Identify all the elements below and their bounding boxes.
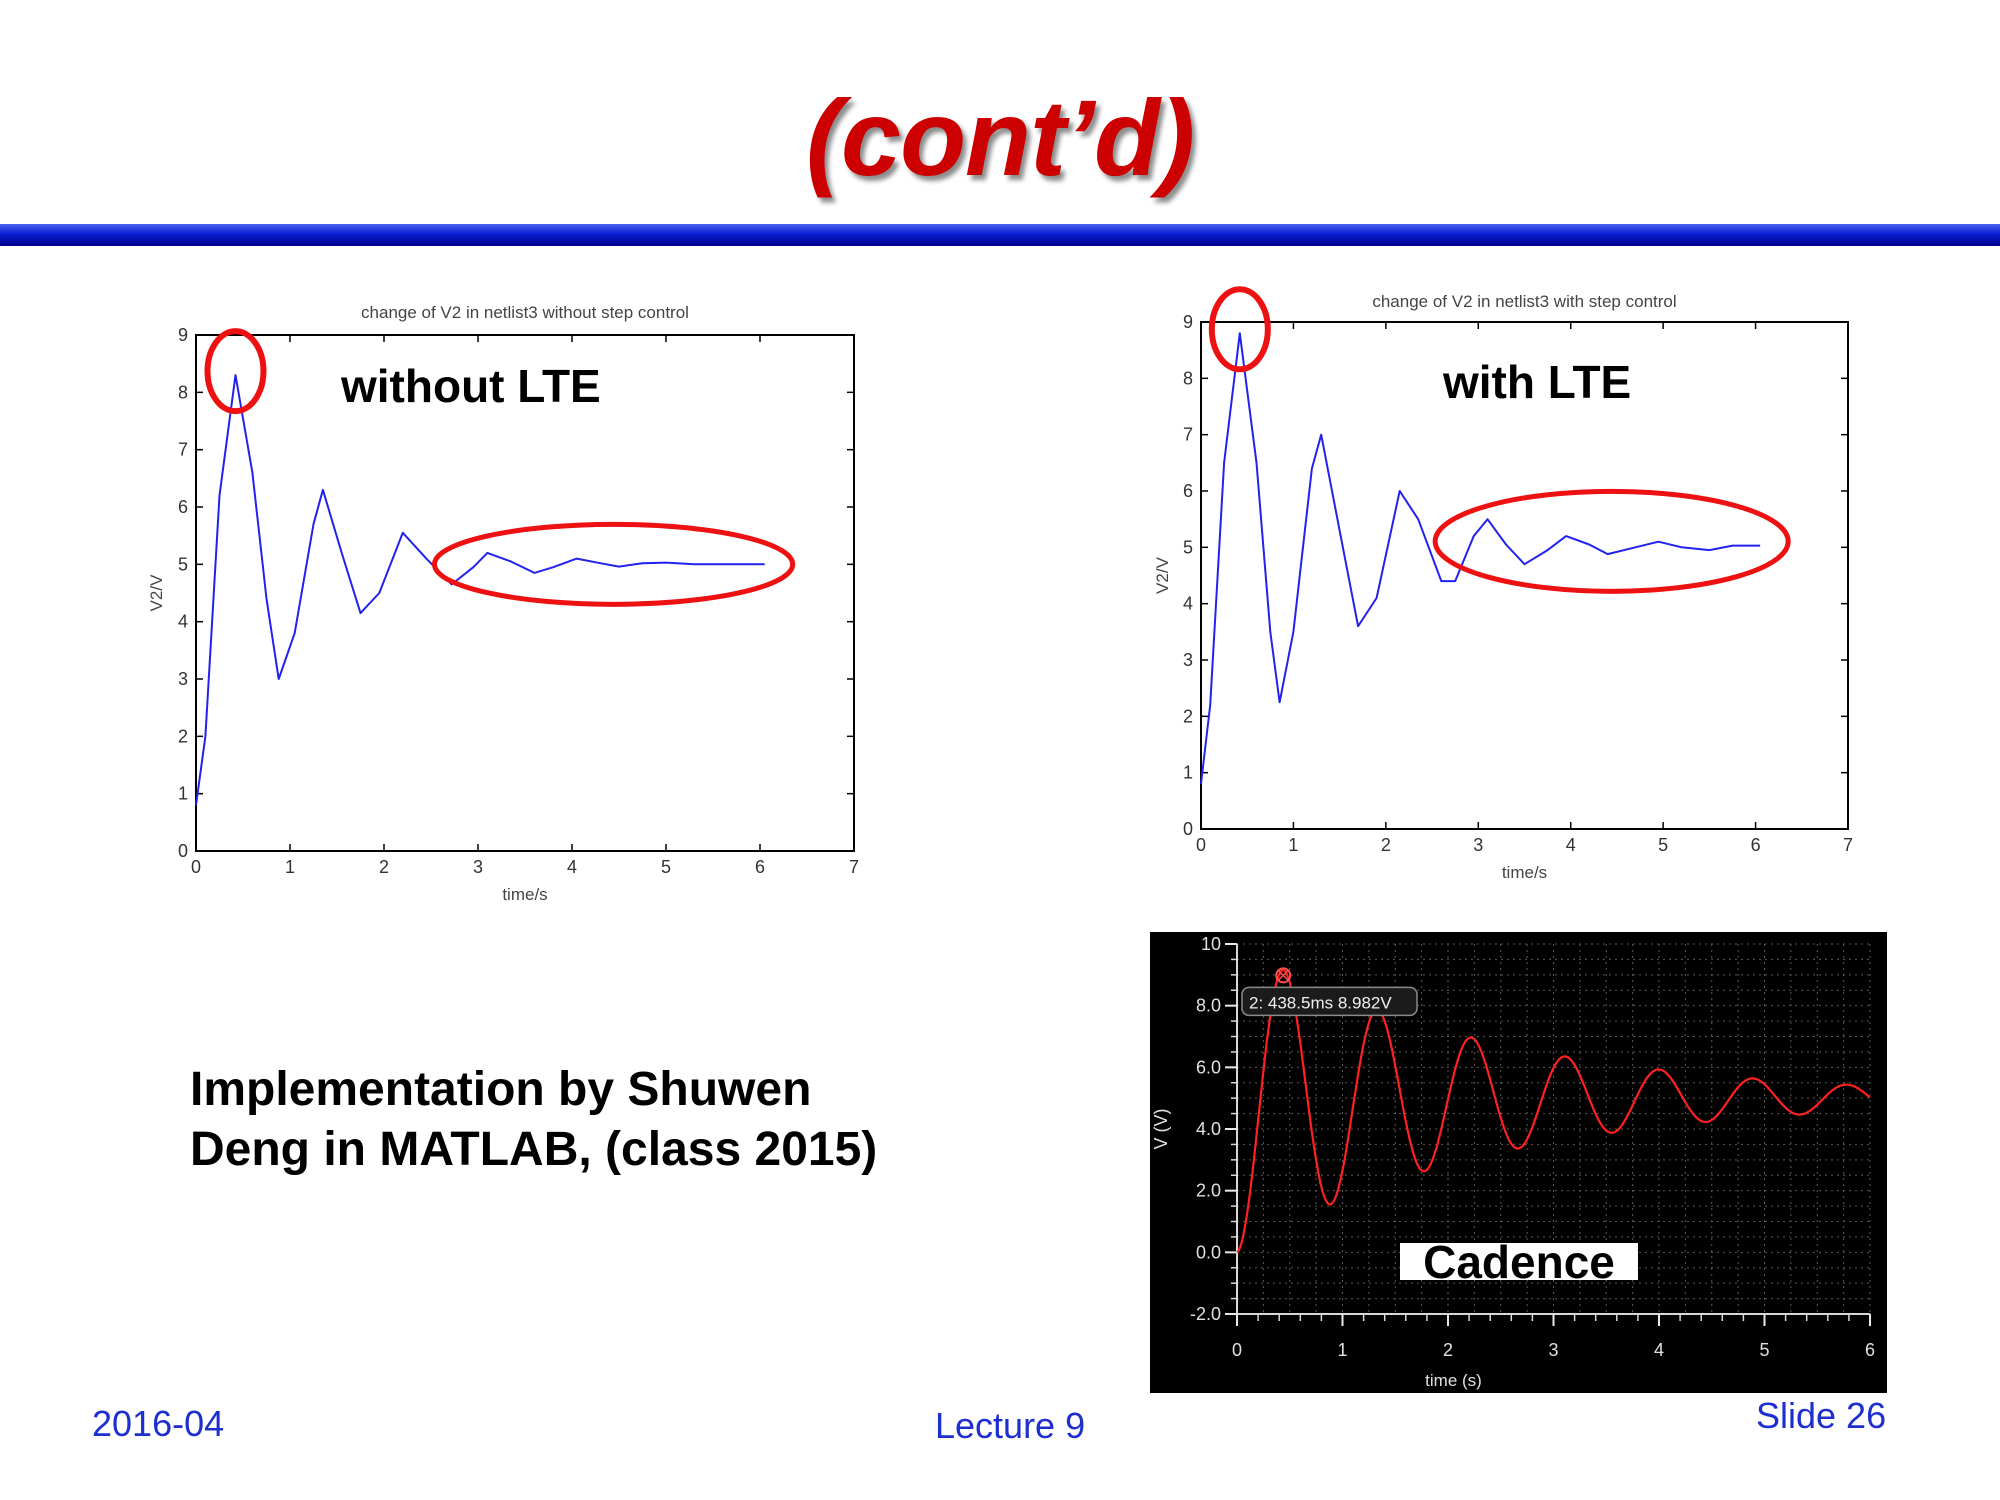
y-tick-label: 1 (178, 784, 188, 804)
cadence-annotation-box (1400, 1243, 1638, 1280)
x-axis-label: time/s (502, 885, 547, 904)
x-tick-label: 4 (567, 857, 577, 877)
series-line-v (1236, 968, 1871, 1254)
x-tick-label: 0 (1196, 835, 1206, 855)
x-tick-label: 4 (1654, 1340, 1664, 1360)
y-tick-label: 9 (1183, 312, 1193, 332)
slide-title: (cont’d) (806, 77, 1195, 198)
y-tick-label: 2.0 (1196, 1181, 1221, 1201)
x-tick-label: 5 (1759, 1340, 1769, 1360)
x-tick-label: 6 (1865, 1340, 1875, 1360)
annotation-label: Cadence (1423, 1236, 1615, 1288)
y-axis-label: V2/V (147, 574, 166, 612)
x-tick-label: 7 (849, 857, 859, 877)
x-tick-label: 2 (379, 857, 389, 877)
y-tick-label: 7 (178, 440, 188, 460)
plot-title: change of V2 in netlist3 with step contr… (1372, 292, 1676, 311)
x-axis-label: time/s (1502, 863, 1547, 882)
y-axis-label: V (V) (1151, 1108, 1171, 1149)
y-tick-label: 6.0 (1196, 1057, 1221, 1077)
y-tick-label: 1 (1183, 763, 1193, 783)
y-tick-label: 4 (178, 612, 188, 632)
x-tick-label: 1 (1288, 835, 1298, 855)
x-tick-label: 4 (1566, 835, 1576, 855)
plot-title: change of V2 in netlist3 without step co… (361, 303, 689, 322)
marker-cross (1277, 969, 1289, 981)
y-tick-label: 3 (1183, 650, 1193, 670)
peak-highlight-ring (204, 328, 267, 415)
y-tick-label: 8 (178, 382, 188, 402)
y-tick-label: 5 (1183, 537, 1193, 557)
x-tick-label: 3 (473, 857, 483, 877)
y-tick-label: 5 (178, 554, 188, 574)
x-tick-label: 6 (1751, 835, 1761, 855)
y-tick-label: 8 (1183, 368, 1193, 388)
tail-highlight-ring (431, 521, 796, 607)
y-tick-label: 7 (1183, 425, 1193, 445)
marker-point (1275, 967, 1292, 984)
footer-lecture: Lecture 9 (935, 1405, 1086, 1446)
y-tick-label: 4.0 (1196, 1119, 1221, 1139)
x-tick-label: 3 (1473, 835, 1483, 855)
x-tick-label: 1 (285, 857, 295, 877)
y-tick-label: 0 (1183, 819, 1193, 839)
peak-highlight-ring (1208, 286, 1271, 373)
y-tick-label: 6 (178, 497, 188, 517)
x-axis-label: time (s) (1425, 1371, 1482, 1390)
x-tick-label: 0 (191, 857, 201, 877)
y-tick-label: 2 (1183, 706, 1193, 726)
footer-date: 2016-04 (92, 1403, 225, 1444)
footer-slide-number: Slide 26 (1756, 1395, 1887, 1436)
y-tick-label: -2.0 (1190, 1304, 1221, 1324)
plot-frame-without (195, 334, 855, 852)
x-tick-label: 1 (1337, 1340, 1347, 1360)
y-tick-label: 10 (1201, 934, 1221, 954)
marker-label-box (1241, 986, 1418, 1017)
annotation-label: without LTE (340, 360, 601, 412)
y-tick-label: 2 (178, 726, 188, 746)
implementation-note: Implementation by Shuwen Deng in MATLAB,… (190, 1063, 878, 1176)
marker-label: 2: 438.5ms 8.982V (1249, 993, 1392, 1012)
y-tick-label: 9 (178, 325, 188, 345)
title-divider-bar (0, 224, 2000, 246)
x-tick-label: 7 (1843, 835, 1853, 855)
series-line-v2 (1200, 332, 1761, 785)
x-tick-label: 5 (1658, 835, 1668, 855)
y-axis-label: V2/V (1153, 556, 1172, 594)
y-tick-label: 0 (178, 841, 188, 861)
tail-highlight-ring (1432, 488, 1791, 594)
x-tick-label: 6 (755, 857, 765, 877)
y-tick-label: 6 (1183, 481, 1193, 501)
y-tick-label: 3 (178, 669, 188, 689)
series-line-v2 (195, 374, 765, 806)
x-tick-label: 0 (1232, 1340, 1242, 1360)
y-tick-label: 0.0 (1196, 1242, 1221, 1262)
x-tick-label: 2 (1381, 835, 1391, 855)
annotation-label: with LTE (1442, 356, 1631, 408)
x-tick-label: 3 (1548, 1340, 1558, 1360)
x-tick-label: 5 (661, 857, 671, 877)
y-tick-label: 8.0 (1196, 996, 1221, 1016)
x-tick-label: 2 (1443, 1340, 1453, 1360)
y-tick-label: 4 (1183, 594, 1193, 614)
